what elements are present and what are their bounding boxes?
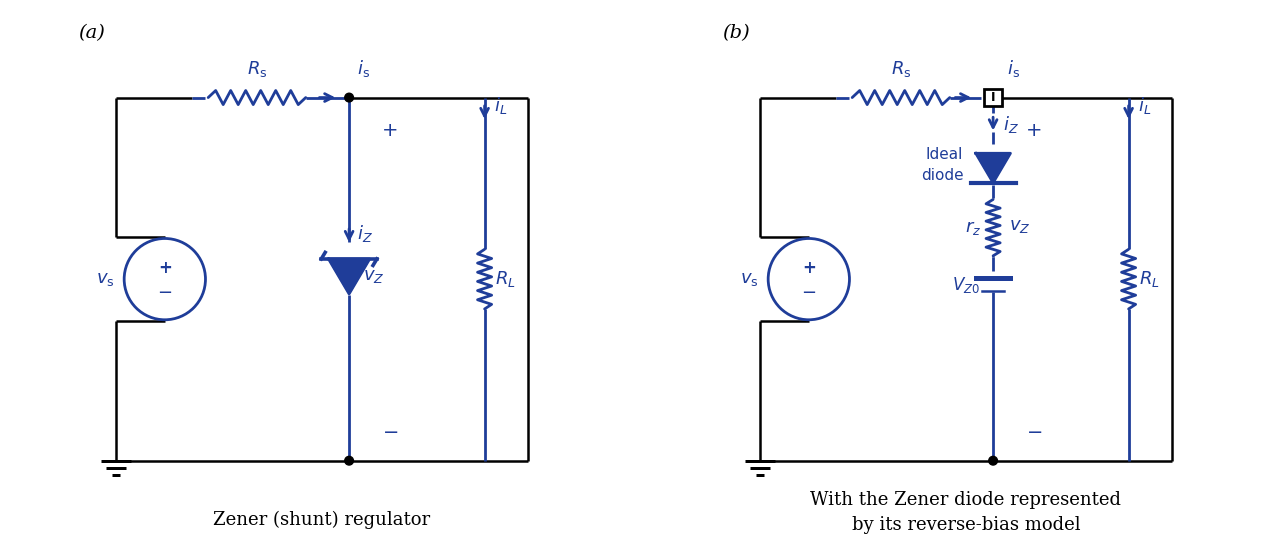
Circle shape xyxy=(345,93,353,102)
Text: +: + xyxy=(802,259,815,278)
Bar xyxy=(984,89,1002,106)
Text: $v_Z$: $v_Z$ xyxy=(363,267,384,286)
Text: Ideal
diode: Ideal diode xyxy=(921,147,963,183)
Text: +: + xyxy=(1025,120,1042,140)
Text: $-$: $-$ xyxy=(1025,421,1042,441)
Text: $-$: $-$ xyxy=(381,421,398,441)
Text: $r_z$: $r_z$ xyxy=(965,218,981,237)
Text: +: + xyxy=(158,259,171,278)
Text: $v_{\rm s}$: $v_{\rm s}$ xyxy=(739,270,759,288)
Text: $R_{\rm s}$: $R_{\rm s}$ xyxy=(891,59,911,79)
Text: $v_Z$: $v_Z$ xyxy=(1010,217,1030,235)
Text: With the Zener diode represented
by its reverse-bias model: With the Zener diode represented by its … xyxy=(810,491,1122,534)
Text: $i_Z$: $i_Z$ xyxy=(1003,114,1019,134)
Text: $R_L$: $R_L$ xyxy=(1140,269,1160,289)
Polygon shape xyxy=(976,153,1011,183)
Circle shape xyxy=(345,456,353,465)
Text: $-$: $-$ xyxy=(157,282,173,300)
Text: +: + xyxy=(381,120,398,140)
Text: $i_Z$: $i_Z$ xyxy=(357,223,374,243)
Text: (a): (a) xyxy=(79,24,106,42)
Text: (b): (b) xyxy=(723,24,750,42)
Text: $V_{Z0}$: $V_{Z0}$ xyxy=(952,275,980,294)
Text: $i_{\rm s}$: $i_{\rm s}$ xyxy=(1007,57,1020,79)
Text: $i_L$: $i_L$ xyxy=(495,95,507,116)
Text: $-$: $-$ xyxy=(801,282,817,300)
Text: $R_{\rm s}$: $R_{\rm s}$ xyxy=(247,59,267,79)
Text: $i_L$: $i_L$ xyxy=(1139,95,1151,116)
Text: I: I xyxy=(990,91,996,104)
Polygon shape xyxy=(328,259,370,294)
Text: $R_L$: $R_L$ xyxy=(496,269,516,289)
Text: $i_{\rm s}$: $i_{\rm s}$ xyxy=(357,57,370,79)
Circle shape xyxy=(989,456,997,465)
Text: $v_{\rm s}$: $v_{\rm s}$ xyxy=(95,270,115,288)
Text: Zener (shunt) regulator: Zener (shunt) regulator xyxy=(214,511,430,530)
